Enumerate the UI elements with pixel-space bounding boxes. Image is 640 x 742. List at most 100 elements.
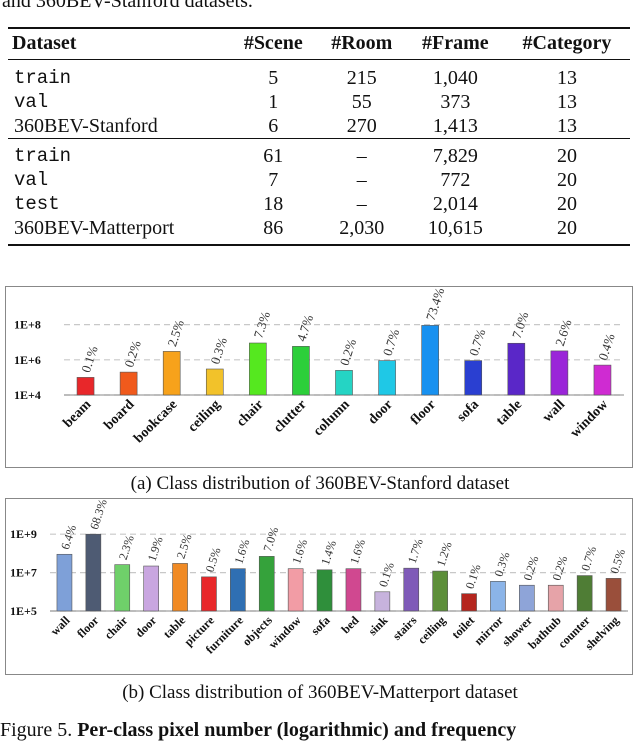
- percent-label: 0.2%: [549, 554, 570, 582]
- matterport-chart-panel: 1E+5 1E+7 1E+9 6.4% wall 68.3% floor 2.3% chair 1…: [5, 498, 633, 675]
- percent-label: 0.4%: [595, 331, 618, 362]
- bar: [230, 568, 246, 612]
- table-cell: 6: [268, 115, 279, 137]
- table-cell: 1,040: [432, 67, 478, 89]
- bar: [292, 346, 310, 396]
- percent-label: 0.7%: [578, 544, 599, 572]
- header-category: #Category: [503, 27, 630, 60]
- table-cell: 215: [346, 67, 377, 89]
- table-cell: 61: [229, 138, 317, 168]
- table-cell: 18: [263, 193, 284, 215]
- category-label: ceiling: [185, 397, 223, 435]
- percent-label: 0.1%: [463, 562, 484, 590]
- table-cell: 10,615: [406, 216, 504, 246]
- table-cell: val: [14, 91, 49, 113]
- percent-label: 0.3%: [207, 335, 230, 366]
- bar: [550, 350, 569, 396]
- table-cell: 270: [346, 115, 377, 137]
- top-text: and 360BEV-Stanford datasets.: [2, 0, 253, 12]
- percent-label: 4.7%: [294, 313, 317, 344]
- bar: [605, 578, 622, 612]
- table-cell: 13: [556, 67, 577, 89]
- bar: [345, 568, 362, 612]
- category-label: sofa: [308, 613, 333, 638]
- category-label: window: [266, 613, 304, 651]
- header-dataset: Dataset: [8, 27, 230, 60]
- percent-label: 0.2%: [337, 337, 360, 368]
- table-cell: 772: [440, 169, 471, 191]
- percent-label: 1.4%: [318, 539, 339, 567]
- table-cell: 20: [556, 169, 577, 191]
- percent-label: 68.3%: [87, 499, 110, 531]
- percent-label: 1.6%: [231, 538, 252, 566]
- table-row: 360BEV-Stanford 6 270 1,413 13: [8, 114, 630, 139]
- figure-caption: Figure 5. Per-class pixel number (logari…: [0, 719, 516, 742]
- percent-label: 1.7%: [405, 537, 426, 565]
- table-cell: 20: [503, 216, 630, 246]
- table-cell: test: [14, 193, 60, 215]
- table-header-row: Dataset #Scene #Room #Frame #Category: [8, 27, 630, 60]
- percent-label: 0.7%: [380, 327, 403, 358]
- bar: [119, 371, 138, 396]
- stanford-class-chart: 1E+4 1E+6 1E+8 0.1% beam 0.2% board 2.5% bookcas…: [14, 287, 624, 446]
- bar: [593, 364, 612, 396]
- table-cell: 2,014: [432, 193, 478, 215]
- percent-label: 0.2%: [121, 338, 144, 369]
- table-cell: train: [8, 138, 230, 168]
- bar: [56, 553, 73, 612]
- bar: [576, 575, 593, 612]
- dataset-table: Dataset #Scene #Room #Frame #Category tr…: [8, 27, 630, 246]
- percent-label: 0.2%: [520, 554, 541, 582]
- bar: [519, 584, 535, 612]
- percent-label: 1.9%: [145, 535, 166, 563]
- category-label: bathtub: [525, 613, 564, 652]
- table-row: 360BEV-Matterport 86 2,030 10,615 20: [8, 216, 630, 246]
- category-label: floor: [74, 613, 102, 641]
- bar: [378, 360, 396, 396]
- category-label: table: [494, 397, 526, 429]
- category-label: wall: [48, 613, 73, 638]
- bar: [507, 342, 526, 396]
- category-label: wall: [540, 397, 568, 425]
- percent-label: 1.6%: [347, 538, 368, 566]
- header-frame: #Frame: [406, 27, 504, 60]
- bar: [201, 576, 217, 612]
- table-cell: 7: [268, 169, 279, 191]
- y-tick-label: 1E+8: [14, 318, 41, 332]
- category-label: beam: [61, 397, 95, 431]
- table-cell: val: [14, 169, 49, 191]
- bar: [547, 584, 564, 612]
- table-row: train 5 215 1,040 13: [8, 60, 630, 91]
- bar: [374, 591, 391, 612]
- bar: [249, 342, 267, 396]
- table-cell: 20: [556, 193, 577, 215]
- category-label: window: [568, 397, 612, 441]
- bar: [76, 377, 95, 396]
- stanford-chart-panel: 1E+4 1E+6 1E+8 0.1% beam 0.2% board 2.5% bookcas…: [5, 286, 633, 468]
- category-label: board: [102, 397, 138, 433]
- table-cell: 360BEV-Matterport: [8, 216, 230, 246]
- bar: [287, 568, 304, 612]
- figure-caption-bold: Per-class pixel number (logarithmic) and…: [77, 719, 517, 741]
- table-cell: 373: [440, 91, 471, 113]
- y-tick-label: 1E+4: [14, 388, 41, 402]
- percent-label: 6.4%: [58, 523, 79, 551]
- bar: [316, 569, 333, 612]
- bar: [490, 581, 506, 612]
- table-cell: 1: [268, 91, 279, 113]
- table-cell: 7,829: [406, 138, 504, 168]
- bar: [85, 533, 102, 612]
- percent-label: 0.3%: [491, 550, 512, 578]
- figure-caption-prefix: Figure 5.: [0, 719, 73, 741]
- bar: [403, 567, 420, 612]
- table-cell: –: [316, 138, 407, 168]
- bar: [335, 370, 353, 396]
- table-row: train 61 – 7,829 20: [8, 138, 630, 168]
- y-tick-label: 1E+9: [10, 527, 37, 541]
- table-cell: –: [356, 169, 367, 191]
- table-cell: 360BEV-Stanford: [14, 115, 158, 137]
- category-label: door: [132, 613, 159, 640]
- table-cell: 55: [351, 91, 372, 113]
- bar: [143, 565, 159, 612]
- bar: [172, 563, 188, 612]
